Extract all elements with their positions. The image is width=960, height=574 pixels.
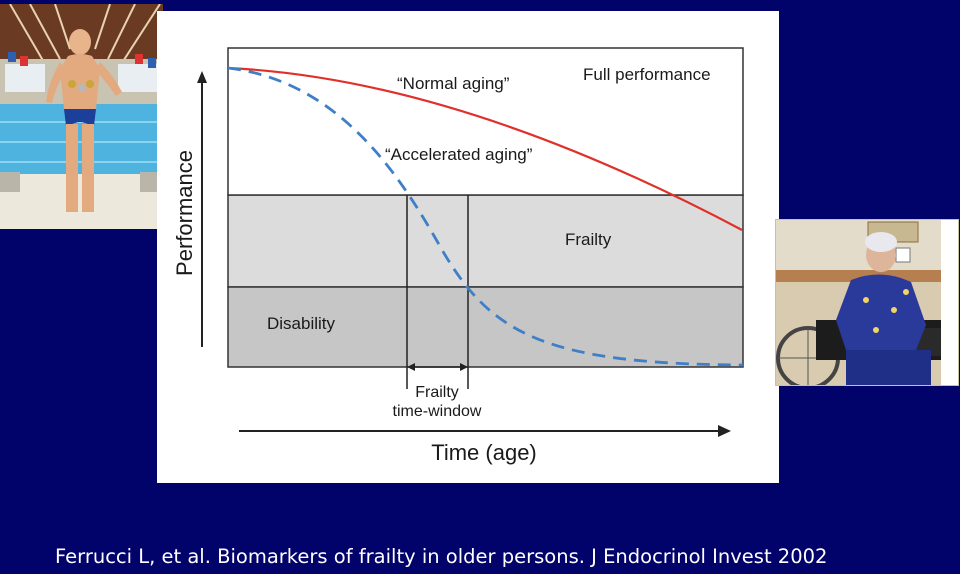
window-double-arrow — [407, 363, 468, 371]
full-performance-zone — [227, 47, 744, 196]
frailty-window-label-line1: Frailty — [415, 384, 459, 401]
x-axis-arrow — [239, 425, 731, 437]
x-axis-label: Time (age) — [431, 440, 537, 465]
frailty-window-label-line2: time-window — [393, 403, 482, 420]
normal-aging-label: “Normal aging” — [397, 74, 510, 93]
accelerated-aging-label: “Accelerated aging” — [385, 145, 533, 164]
wheelchair-photo — [775, 219, 959, 386]
disability-zone-label: Disability — [267, 314, 336, 333]
normal-aging-curve — [227, 66, 743, 231]
full-performance-label: Full performance — [583, 65, 711, 84]
citation-text: Ferrucci L, et al. Biomarkers of frailty… — [55, 545, 828, 568]
y-axis-label: Performance — [172, 150, 197, 276]
y-axis-arrow — [197, 71, 207, 347]
frailty-zone — [227, 194, 744, 288]
frailty-zone-label: Frailty — [565, 230, 612, 249]
disability-zone — [227, 286, 744, 368]
accelerated-aging-curve — [227, 66, 744, 367]
frailty-diagram: “Normal aging” “Accelerated aging” Full … — [157, 11, 779, 483]
athlete-photo — [0, 4, 163, 229]
